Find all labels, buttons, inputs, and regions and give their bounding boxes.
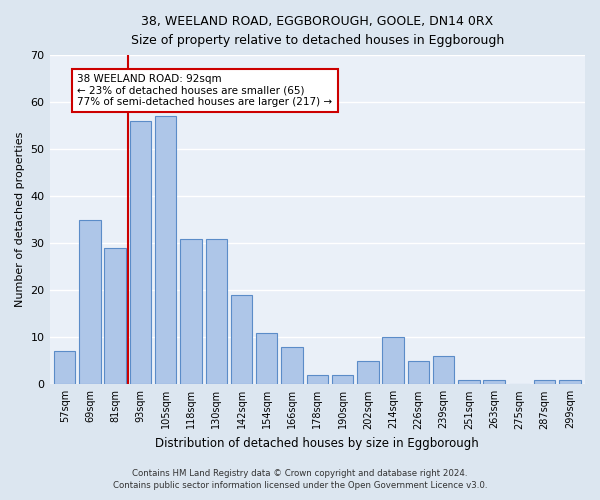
Bar xyxy=(484,380,505,384)
Bar xyxy=(281,346,303,385)
Bar xyxy=(256,332,277,384)
Bar xyxy=(155,116,176,384)
Y-axis label: Number of detached properties: Number of detached properties xyxy=(15,132,25,308)
X-axis label: Distribution of detached houses by size in Eggborough: Distribution of detached houses by size … xyxy=(155,437,479,450)
Bar xyxy=(559,380,581,384)
Bar xyxy=(180,238,202,384)
Bar xyxy=(79,220,101,384)
Text: Contains HM Land Registry data © Crown copyright and database right 2024.
Contai: Contains HM Land Registry data © Crown c… xyxy=(113,468,487,490)
Bar xyxy=(433,356,454,384)
Bar xyxy=(357,361,379,384)
Bar xyxy=(407,361,429,384)
Bar xyxy=(382,338,404,384)
Text: 38 WEELAND ROAD: 92sqm
← 23% of detached houses are smaller (65)
77% of semi-det: 38 WEELAND ROAD: 92sqm ← 23% of detached… xyxy=(77,74,332,107)
Bar xyxy=(104,248,126,384)
Title: 38, WEELAND ROAD, EGGBOROUGH, GOOLE, DN14 0RX
Size of property relative to detac: 38, WEELAND ROAD, EGGBOROUGH, GOOLE, DN1… xyxy=(131,15,504,47)
Bar xyxy=(534,380,556,384)
Bar xyxy=(307,375,328,384)
Bar xyxy=(231,295,252,384)
Bar xyxy=(54,352,76,384)
Bar xyxy=(206,238,227,384)
Bar xyxy=(458,380,479,384)
Bar xyxy=(332,375,353,384)
Bar xyxy=(130,121,151,384)
